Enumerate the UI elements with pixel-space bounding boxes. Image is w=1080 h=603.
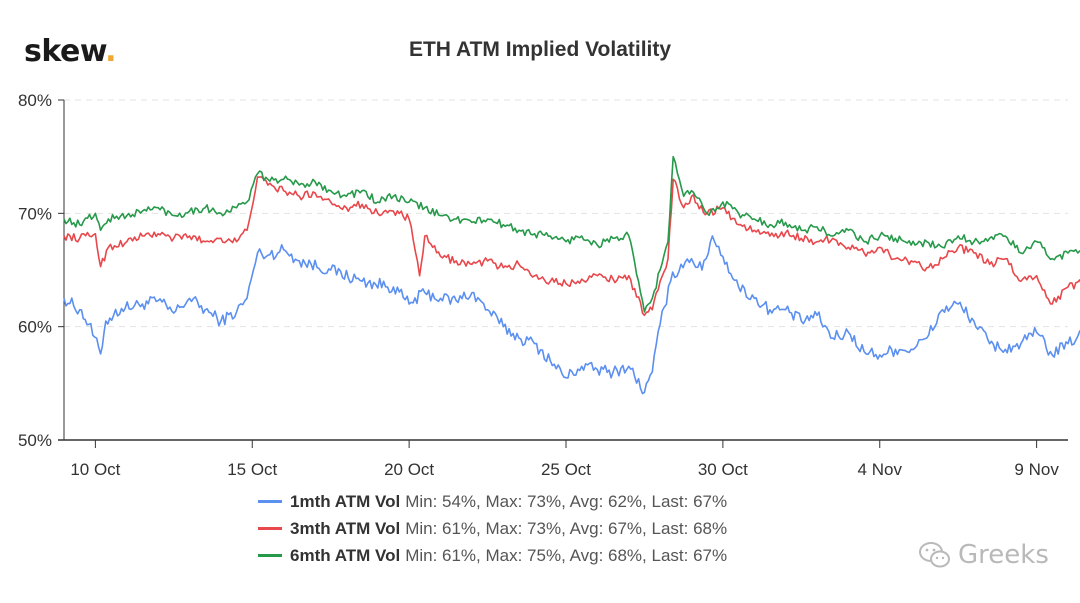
series-line-1mth — [63, 235, 1080, 395]
x-tick-label: 4 Nov — [858, 460, 903, 479]
legend-stats-1mth: Min: 54%, Max: 73%, Avg: 62%, Last: 67% — [405, 492, 728, 511]
legend-label-6mth: 6mth ATM Vol — [290, 546, 401, 565]
x-tick-label: 15 Oct — [227, 460, 277, 479]
legend-swatch-1mth — [258, 500, 282, 503]
wechat-icon — [919, 542, 950, 568]
legend-stats-6mth: Min: 61%, Max: 75%, Avg: 68%, Last: 67% — [405, 546, 728, 565]
series-line-6mth — [63, 155, 1080, 313]
y-tick-label: 50% — [18, 431, 52, 450]
legend: 1mth ATM Vol Min: 54%, Max: 73%, Avg: 62… — [258, 488, 727, 569]
watermark: Greeks — [918, 540, 1049, 570]
x-tick-label: 10 Oct — [70, 460, 120, 479]
legend-item-3mth[interactable]: 3mth ATM Vol Min: 61%, Max: 73%, Avg: 67… — [258, 515, 727, 542]
y-tick-label: 70% — [18, 204, 52, 223]
watermark-text: Greeks — [958, 540, 1049, 570]
y-tick-label: 80% — [18, 91, 52, 110]
x-tick-label: 9 Nov — [1014, 460, 1059, 479]
x-tick-label: 25 Oct — [541, 460, 591, 479]
legend-item-6mth[interactable]: 6mth ATM Vol Min: 61%, Max: 75%, Avg: 68… — [258, 542, 727, 569]
legend-stats-3mth: Min: 61%, Max: 73%, Avg: 67%, Last: 68% — [405, 519, 728, 538]
legend-swatch-6mth — [258, 554, 282, 557]
x-tick-label: 20 Oct — [384, 460, 434, 479]
y-tick-label: 60% — [18, 318, 52, 337]
skew-logo: skew. — [24, 34, 117, 69]
chart-title: ETH ATM Implied Volatility — [408, 38, 672, 61]
x-tick-label: 30 Oct — [698, 460, 748, 479]
legend-item-1mth[interactable]: 1mth ATM Vol Min: 54%, Max: 73%, Avg: 62… — [258, 488, 727, 515]
legend-label-3mth: 3mth ATM Vol — [290, 519, 401, 538]
legend-swatch-3mth — [258, 527, 282, 530]
legend-label-1mth: 1mth ATM Vol — [290, 492, 401, 511]
series-line-3mth — [63, 176, 1080, 317]
